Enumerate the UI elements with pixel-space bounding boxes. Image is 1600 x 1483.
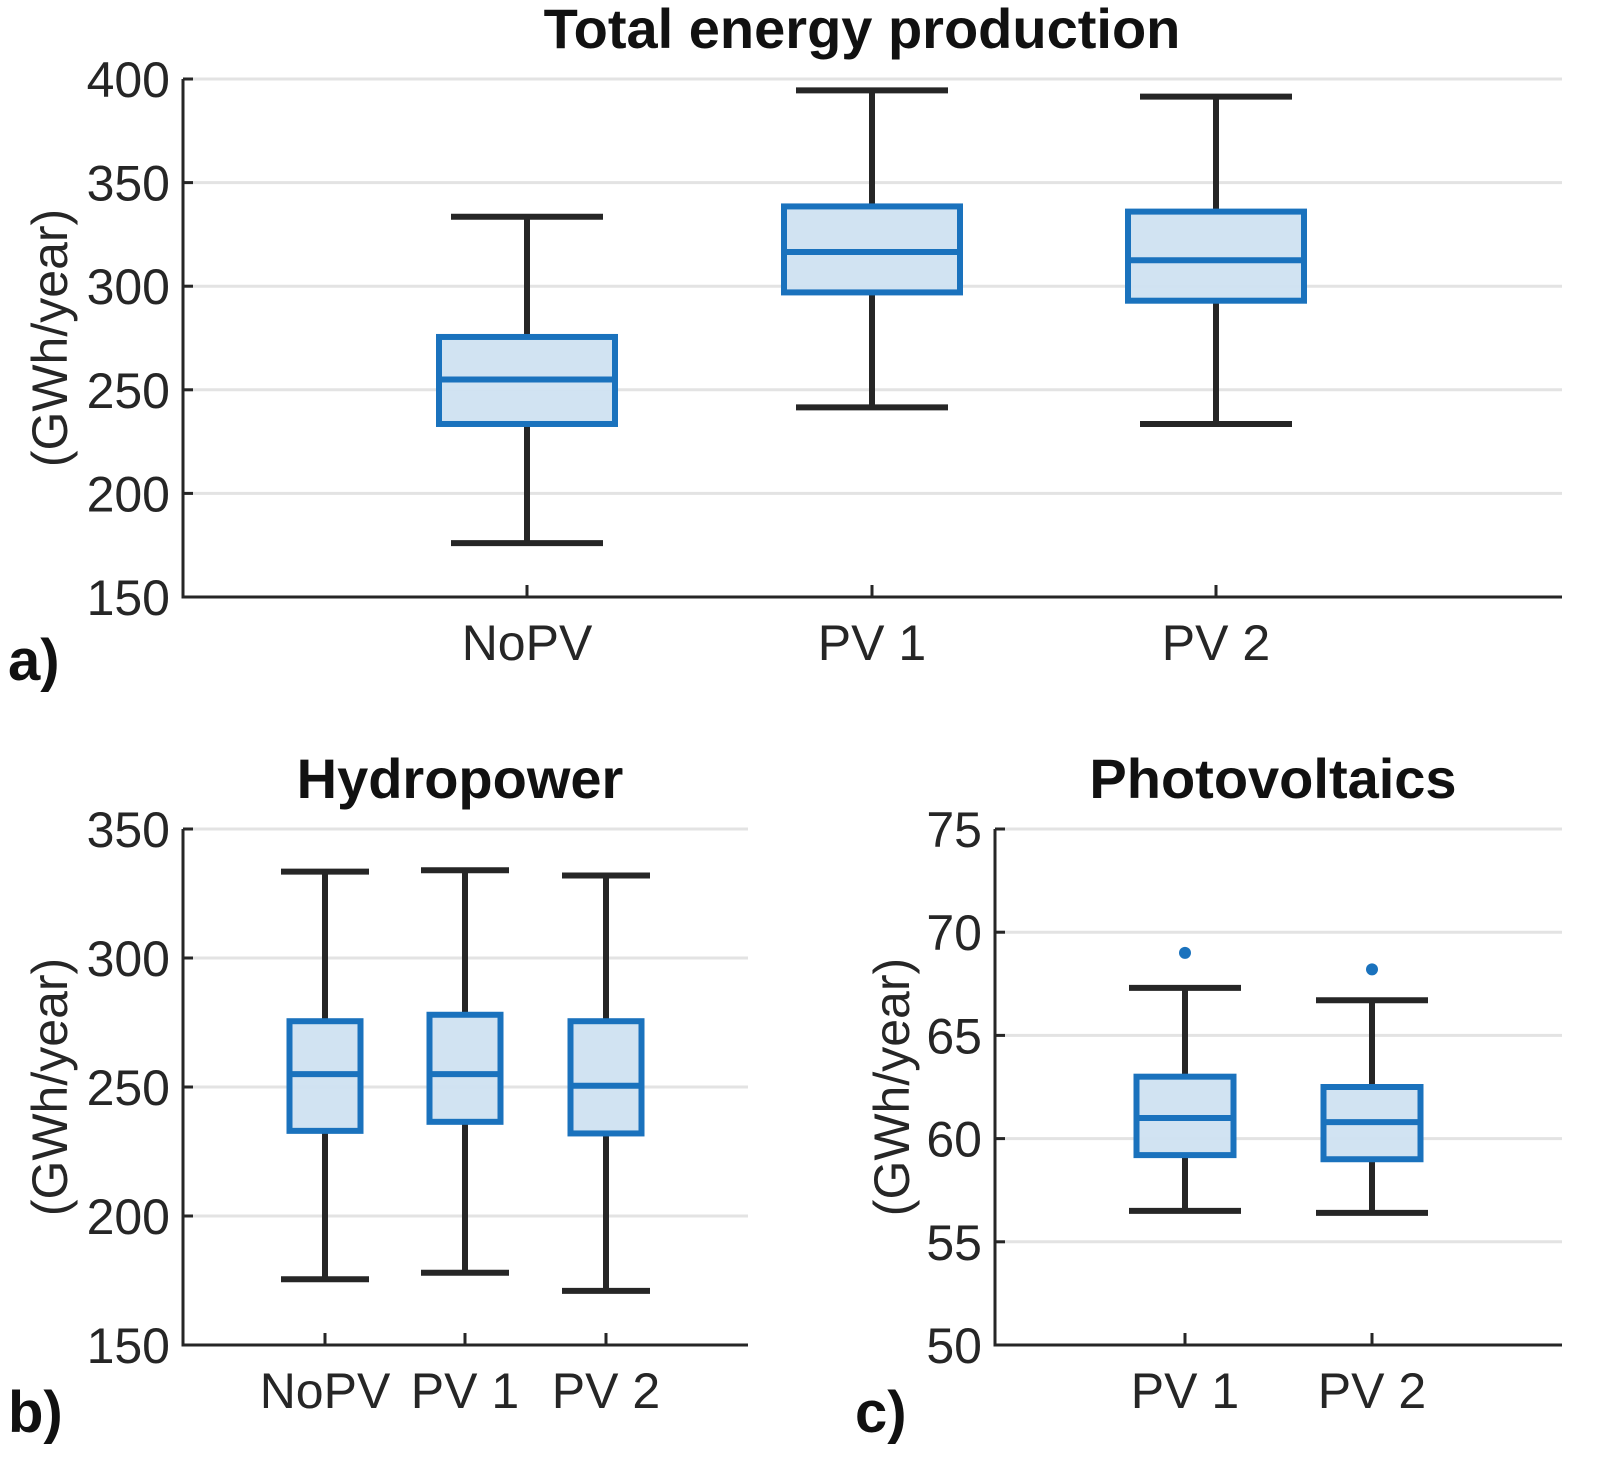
y-tick-label: 300	[87, 259, 170, 315]
chart-title: Hydropower	[297, 747, 624, 810]
iqr-box	[567, 1018, 645, 1137]
x-tick-label: PV 2	[1162, 615, 1270, 671]
chart-title: Total energy production	[544, 0, 1181, 60]
y-tick-label: 150	[87, 570, 170, 626]
y-tick-label: 300	[87, 931, 170, 987]
y-axis-label: (GWh/year)	[864, 958, 920, 1216]
x-tick-label: NoPV	[462, 615, 593, 671]
y-tick-label: 350	[87, 802, 170, 858]
y-tick-label: 65	[926, 1008, 982, 1064]
box-pv1: PV 1	[411, 867, 519, 1419]
box-pv2: PV 2	[1125, 93, 1307, 671]
panel-hydropower: Hydropower 150 200 250 300 350 (GWh/year) NoPV P…	[8, 747, 748, 1445]
y-tick-label: 250	[87, 363, 170, 419]
y-tick-label: 350	[87, 156, 170, 212]
outlier-point	[1366, 963, 1378, 976]
y-tick-label: 75	[926, 802, 982, 858]
x-tick-label: PV 1	[1131, 1363, 1239, 1419]
x-tick-label: PV 2	[552, 1363, 660, 1419]
x-tick-label: PV 2	[1318, 1363, 1426, 1419]
x-tick-label: PV 1	[818, 615, 926, 671]
box-nopv: NoPV	[260, 868, 391, 1419]
box-pv1: PV 1	[781, 87, 963, 671]
y-tick-label: 55	[926, 1215, 982, 1271]
y-tick-label: 60	[926, 1112, 982, 1168]
y-tick-label: 400	[87, 52, 170, 108]
panel-label: c)	[855, 1380, 907, 1445]
y-axis-label: (GWh/year)	[22, 958, 78, 1216]
outlier-point	[1179, 946, 1191, 959]
x-tick-label: PV 1	[411, 1363, 519, 1419]
y-tick-label: 200	[87, 466, 170, 522]
chart-title: Photovoltaics	[1089, 747, 1456, 810]
box-nopv: NoPV	[436, 213, 618, 671]
y-tick-label: 200	[87, 1189, 170, 1245]
y-tick-label: 70	[926, 905, 982, 961]
panel-label: b)	[8, 1380, 63, 1445]
box-pv2: PV 2	[552, 872, 660, 1419]
iqr-box	[426, 1011, 504, 1125]
y-axis-label: (GWh/year)	[22, 209, 78, 467]
panel-total-energy: Total energy production 150 200 250 300 350 40…	[8, 0, 1562, 693]
box-pv1: PV 1	[1129, 946, 1241, 1419]
y-tick-label: 250	[87, 1060, 170, 1116]
panel-label: a)	[8, 628, 60, 693]
panel-photovoltaics: Photovoltaics 50 55 60 65 70 75 (GWh/year) PV 1 P…	[855, 747, 1562, 1445]
iqr-box	[1125, 208, 1307, 304]
y-tick-label: 50	[926, 1318, 982, 1374]
box-pv2: PV 2	[1316, 963, 1428, 1419]
x-tick-label: NoPV	[260, 1363, 391, 1419]
y-tick-label: 150	[87, 1318, 170, 1374]
